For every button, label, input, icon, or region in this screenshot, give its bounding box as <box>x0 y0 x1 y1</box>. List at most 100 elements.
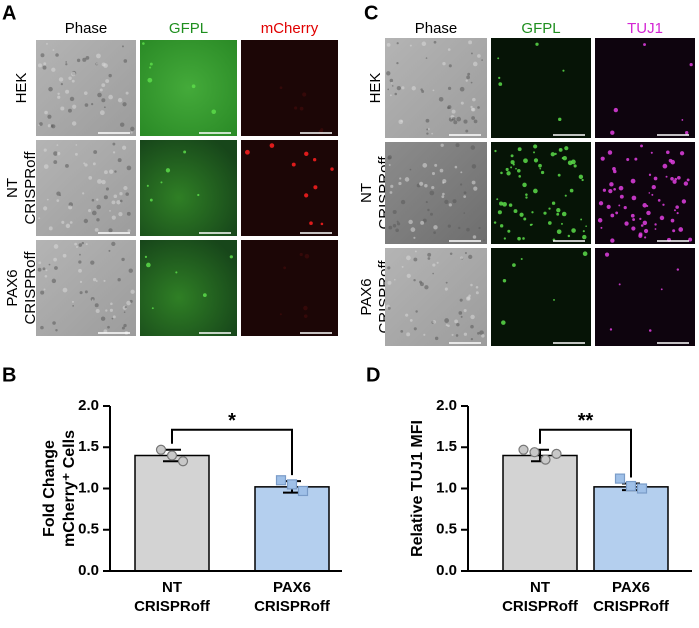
texture <box>562 155 567 161</box>
texture <box>401 86 405 90</box>
texture <box>65 89 70 94</box>
texture <box>613 107 618 113</box>
texture <box>109 308 113 312</box>
texture <box>646 205 649 207</box>
y-tick-label: 2.0 <box>78 397 99 414</box>
texture <box>510 154 514 158</box>
micrograph <box>140 240 237 336</box>
texture <box>149 62 153 66</box>
texture <box>569 188 574 193</box>
texture <box>471 180 476 185</box>
texture <box>117 158 122 163</box>
texture <box>523 217 527 221</box>
texture <box>634 157 638 161</box>
texture <box>103 279 106 282</box>
texture <box>128 268 133 273</box>
texture <box>130 126 135 132</box>
texture <box>304 193 309 198</box>
texture <box>548 207 551 210</box>
texture <box>676 175 681 180</box>
data-point <box>518 444 529 455</box>
texture <box>126 300 131 306</box>
texture <box>229 255 233 259</box>
texture <box>68 76 72 80</box>
texture <box>400 330 404 333</box>
texture <box>564 146 569 151</box>
texture <box>442 181 445 184</box>
texture <box>433 231 436 234</box>
texture <box>507 229 511 233</box>
texture <box>103 195 108 200</box>
row-label: PAX6 <box>4 269 21 306</box>
texture <box>432 89 435 92</box>
texture <box>65 163 69 168</box>
texture <box>458 226 461 230</box>
y-tick-label: 2.0 <box>436 397 457 414</box>
texture <box>91 103 94 106</box>
micrograph <box>140 140 237 236</box>
texture <box>415 310 418 313</box>
texture <box>191 84 196 89</box>
texture <box>304 253 310 259</box>
x-tick-label: CRISPRoff <box>254 598 331 615</box>
texture <box>432 320 436 324</box>
texture <box>607 150 613 155</box>
texture <box>512 263 516 267</box>
texture <box>78 260 82 264</box>
texture <box>470 283 473 287</box>
texture <box>518 175 521 178</box>
texture <box>330 167 334 171</box>
texture <box>668 158 673 163</box>
texture <box>556 212 560 216</box>
texture <box>533 144 538 149</box>
texture <box>142 42 145 45</box>
texture <box>483 239 485 242</box>
texture <box>425 118 430 123</box>
micrograph <box>595 248 695 346</box>
texture <box>535 42 539 46</box>
texture <box>99 110 105 116</box>
texture <box>510 160 515 165</box>
texture <box>111 317 114 320</box>
texture <box>112 142 116 146</box>
texture <box>413 327 417 331</box>
texture <box>444 318 450 323</box>
texture <box>444 287 448 291</box>
texture <box>463 309 467 313</box>
row-label: CRISPRoff <box>22 251 39 325</box>
y-tick-label: 1.0 <box>78 479 99 496</box>
texture <box>505 167 509 172</box>
texture <box>525 196 528 199</box>
texture <box>662 203 665 206</box>
texture <box>118 212 123 217</box>
texture <box>126 211 131 216</box>
texture <box>619 194 624 199</box>
texture <box>522 182 527 188</box>
texture <box>303 305 308 311</box>
texture <box>387 88 390 91</box>
texture <box>398 181 402 186</box>
texture <box>101 62 106 67</box>
texture <box>96 218 100 222</box>
texture <box>688 237 693 242</box>
texture <box>455 334 459 337</box>
y-tick-label: 0.0 <box>78 562 99 579</box>
texture <box>631 195 637 201</box>
texture <box>644 236 647 239</box>
texture <box>117 278 121 282</box>
texture <box>578 174 584 180</box>
texture <box>103 329 108 334</box>
micrograph <box>36 40 136 136</box>
texture <box>389 78 394 83</box>
texture <box>146 184 149 187</box>
texture <box>672 179 677 184</box>
texture <box>149 66 152 69</box>
texture <box>431 172 436 176</box>
texture <box>597 218 603 223</box>
texture <box>55 328 58 332</box>
texture <box>533 151 536 154</box>
texture <box>553 298 555 301</box>
row-label: HEK <box>13 73 30 104</box>
texture <box>82 192 85 195</box>
texture <box>496 198 499 201</box>
